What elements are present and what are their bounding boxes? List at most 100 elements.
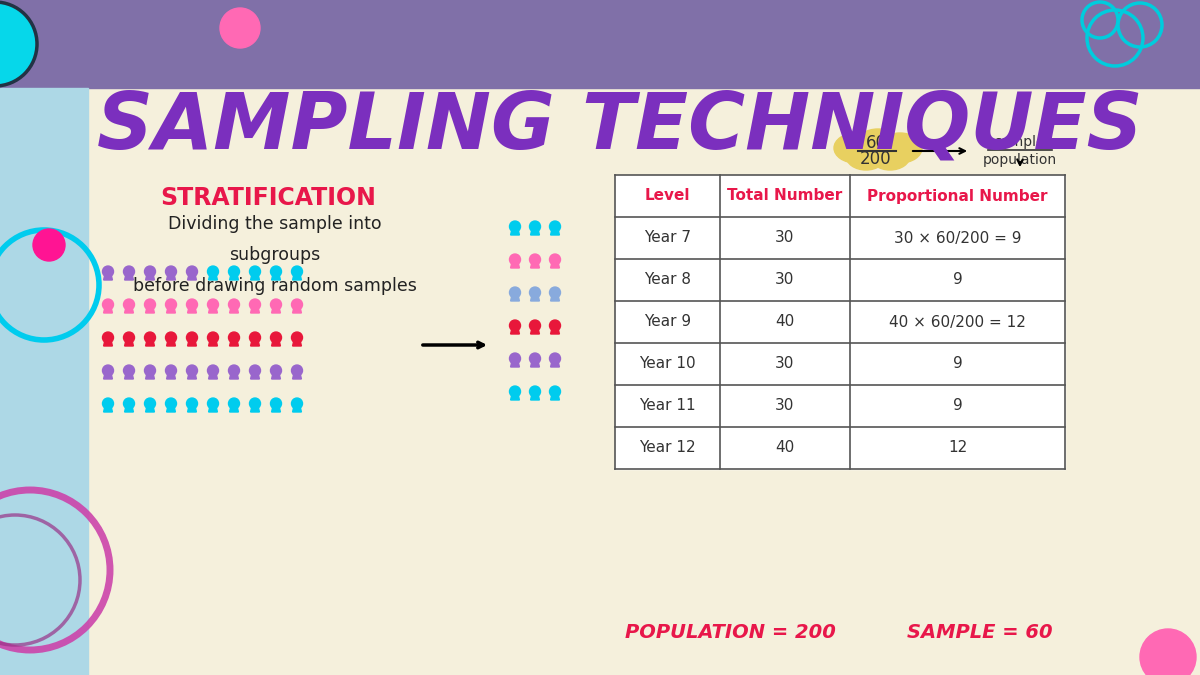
Circle shape: [228, 365, 240, 376]
Text: Total Number: Total Number: [727, 188, 842, 203]
Ellipse shape: [870, 142, 910, 170]
Text: 12: 12: [948, 441, 967, 456]
Circle shape: [124, 365, 134, 376]
Polygon shape: [551, 326, 559, 334]
Text: 9: 9: [953, 356, 962, 371]
Circle shape: [1140, 629, 1196, 675]
Polygon shape: [125, 404, 133, 412]
Text: 30: 30: [775, 273, 794, 288]
Polygon shape: [229, 272, 239, 280]
Circle shape: [270, 398, 282, 409]
Circle shape: [166, 266, 176, 277]
Polygon shape: [145, 371, 155, 379]
Polygon shape: [187, 305, 197, 313]
Text: 9: 9: [953, 273, 962, 288]
Polygon shape: [187, 338, 197, 346]
Ellipse shape: [846, 142, 886, 170]
Circle shape: [124, 266, 134, 277]
Text: STRATIFICATION: STRATIFICATION: [160, 186, 376, 210]
Polygon shape: [551, 359, 559, 367]
Polygon shape: [271, 272, 281, 280]
Polygon shape: [103, 371, 113, 379]
Circle shape: [529, 254, 540, 265]
Circle shape: [0, 2, 37, 86]
Polygon shape: [271, 305, 281, 313]
Circle shape: [510, 254, 521, 265]
Circle shape: [144, 266, 156, 277]
Circle shape: [186, 332, 198, 343]
Polygon shape: [271, 338, 281, 346]
Circle shape: [270, 266, 282, 277]
Polygon shape: [251, 272, 259, 280]
Text: Year 9: Year 9: [644, 315, 691, 329]
Polygon shape: [293, 371, 301, 379]
Polygon shape: [103, 305, 113, 313]
Circle shape: [208, 266, 218, 277]
Polygon shape: [145, 305, 155, 313]
Polygon shape: [209, 272, 217, 280]
Circle shape: [250, 398, 260, 409]
Circle shape: [292, 398, 302, 409]
Circle shape: [510, 287, 521, 298]
Polygon shape: [551, 392, 559, 400]
Bar: [0, 88, 88, 675]
Circle shape: [144, 398, 156, 409]
Text: Proportional Number: Proportional Number: [868, 188, 1048, 203]
Text: population: population: [983, 153, 1057, 167]
Circle shape: [166, 299, 176, 310]
Polygon shape: [103, 338, 113, 346]
Text: 30 × 60/200 = 9: 30 × 60/200 = 9: [894, 230, 1021, 246]
Polygon shape: [103, 404, 113, 412]
Text: SAMPLE = 60: SAMPLE = 60: [907, 624, 1052, 643]
Polygon shape: [229, 371, 239, 379]
Polygon shape: [293, 404, 301, 412]
Circle shape: [510, 353, 521, 364]
Circle shape: [228, 398, 240, 409]
Text: Year 7: Year 7: [644, 230, 691, 246]
Polygon shape: [209, 404, 217, 412]
Circle shape: [550, 221, 560, 232]
Polygon shape: [251, 371, 259, 379]
Polygon shape: [271, 404, 281, 412]
Polygon shape: [530, 326, 540, 334]
Polygon shape: [530, 359, 540, 367]
Circle shape: [529, 320, 540, 331]
Text: 30: 30: [775, 398, 794, 414]
Circle shape: [228, 299, 240, 310]
Polygon shape: [125, 272, 133, 280]
Circle shape: [166, 365, 176, 376]
Circle shape: [529, 287, 540, 298]
Text: Year 10: Year 10: [640, 356, 696, 371]
Polygon shape: [187, 404, 197, 412]
Text: 200: 200: [860, 150, 892, 168]
Bar: [616, 175, 1066, 469]
Circle shape: [208, 398, 218, 409]
Circle shape: [550, 320, 560, 331]
Circle shape: [102, 266, 114, 277]
Circle shape: [292, 332, 302, 343]
Polygon shape: [209, 338, 217, 346]
Circle shape: [250, 266, 260, 277]
Circle shape: [220, 8, 260, 48]
Bar: [0, 0, 1200, 88]
Polygon shape: [167, 371, 175, 379]
Text: 30: 30: [775, 356, 794, 371]
Polygon shape: [511, 294, 520, 301]
Circle shape: [124, 299, 134, 310]
Text: Year 12: Year 12: [640, 441, 696, 456]
Ellipse shape: [856, 129, 900, 159]
Circle shape: [124, 398, 134, 409]
Polygon shape: [511, 392, 520, 400]
Ellipse shape: [878, 133, 922, 163]
Circle shape: [144, 365, 156, 376]
Polygon shape: [125, 338, 133, 346]
Polygon shape: [511, 261, 520, 268]
Circle shape: [510, 386, 521, 397]
Circle shape: [186, 299, 198, 310]
Circle shape: [166, 398, 176, 409]
Circle shape: [186, 398, 198, 409]
Circle shape: [510, 221, 521, 232]
Polygon shape: [530, 294, 540, 301]
Polygon shape: [551, 294, 559, 301]
Polygon shape: [167, 404, 175, 412]
